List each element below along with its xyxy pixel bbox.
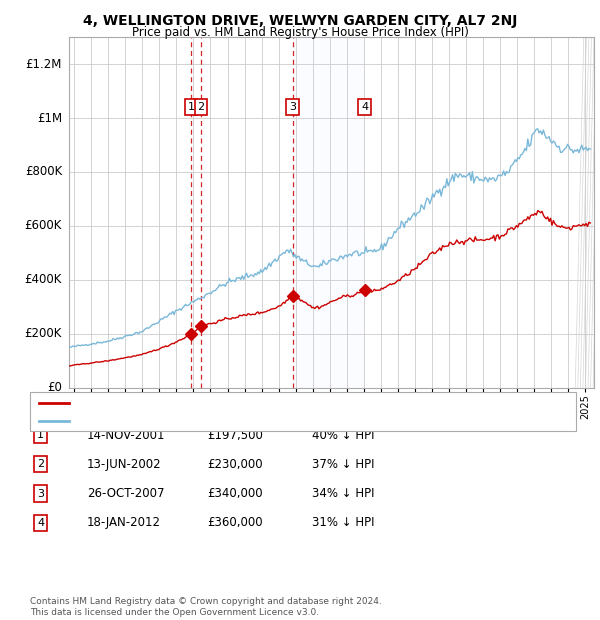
Text: 1: 1	[37, 430, 44, 440]
Text: 1: 1	[188, 102, 195, 112]
Text: 3: 3	[37, 489, 44, 498]
Text: 4: 4	[361, 102, 368, 112]
Text: Contains HM Land Registry data © Crown copyright and database right 2024.: Contains HM Land Registry data © Crown c…	[30, 597, 382, 606]
Text: £200K: £200K	[25, 327, 62, 340]
Text: HPI: Average price, detached house, Welwyn Hatfield: HPI: Average price, detached house, Welw…	[75, 416, 341, 427]
Text: 31% ↓ HPI: 31% ↓ HPI	[312, 516, 374, 529]
Text: Price paid vs. HM Land Registry's House Price Index (HPI): Price paid vs. HM Land Registry's House …	[131, 26, 469, 39]
Text: £1M: £1M	[37, 112, 62, 125]
Bar	[293, 37, 365, 387]
Text: £600K: £600K	[25, 219, 62, 232]
Text: £340,000: £340,000	[207, 487, 263, 500]
Text: 34% ↓ HPI: 34% ↓ HPI	[312, 487, 374, 500]
Text: This data is licensed under the Open Government Licence v3.0.: This data is licensed under the Open Gov…	[30, 608, 319, 617]
Text: 4, WELLINGTON DRIVE, WELWYN GARDEN CITY, AL7 2NJ: 4, WELLINGTON DRIVE, WELWYN GARDEN CITY,…	[83, 14, 517, 28]
Text: 14-NOV-2001: 14-NOV-2001	[87, 429, 166, 441]
Text: 4, WELLINGTON DRIVE, WELWYN GARDEN CITY, AL7 2NJ (detached house): 4, WELLINGTON DRIVE, WELWYN GARDEN CITY,…	[75, 398, 445, 408]
Text: £400K: £400K	[25, 273, 62, 286]
Text: 18-JAN-2012: 18-JAN-2012	[87, 516, 161, 529]
Text: 13-JUN-2002: 13-JUN-2002	[87, 458, 161, 471]
Text: £360,000: £360,000	[207, 516, 263, 529]
Text: 26-OCT-2007: 26-OCT-2007	[87, 487, 164, 500]
Text: 2: 2	[197, 102, 205, 112]
Text: £0: £0	[47, 381, 62, 394]
Text: 2: 2	[37, 459, 44, 469]
Text: £800K: £800K	[25, 166, 62, 179]
Text: 40% ↓ HPI: 40% ↓ HPI	[312, 429, 374, 441]
Text: £1.2M: £1.2M	[26, 58, 62, 71]
Text: 3: 3	[289, 102, 296, 112]
Bar	[581, 37, 594, 387]
Text: £197,500: £197,500	[207, 429, 263, 441]
Text: 37% ↓ HPI: 37% ↓ HPI	[312, 458, 374, 471]
Text: 4: 4	[37, 518, 44, 528]
Text: £230,000: £230,000	[207, 458, 263, 471]
